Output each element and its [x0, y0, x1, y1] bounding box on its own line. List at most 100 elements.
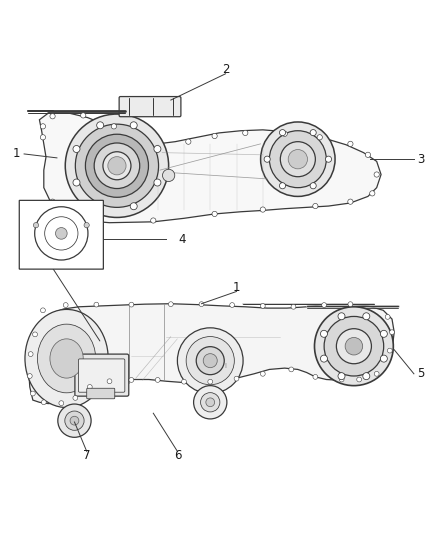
Ellipse shape	[230, 303, 235, 308]
Ellipse shape	[194, 386, 227, 419]
Ellipse shape	[234, 376, 239, 381]
Text: I: I	[225, 363, 226, 369]
Ellipse shape	[168, 302, 173, 306]
Ellipse shape	[324, 317, 384, 376]
Ellipse shape	[345, 337, 363, 355]
Ellipse shape	[70, 416, 79, 425]
Ellipse shape	[155, 377, 160, 382]
Ellipse shape	[212, 211, 217, 216]
Text: 7: 7	[83, 449, 91, 462]
Ellipse shape	[37, 324, 95, 393]
Text: 6: 6	[173, 449, 181, 462]
Ellipse shape	[154, 146, 161, 152]
Ellipse shape	[73, 179, 80, 186]
Ellipse shape	[291, 304, 296, 309]
Ellipse shape	[65, 114, 169, 217]
Ellipse shape	[338, 373, 345, 379]
Ellipse shape	[338, 313, 345, 320]
FancyBboxPatch shape	[78, 359, 125, 392]
Ellipse shape	[130, 203, 137, 209]
Ellipse shape	[73, 395, 78, 400]
Ellipse shape	[348, 302, 353, 306]
Ellipse shape	[313, 375, 318, 379]
Text: 5: 5	[417, 367, 424, 381]
Ellipse shape	[365, 152, 371, 157]
Ellipse shape	[374, 172, 379, 177]
Ellipse shape	[380, 355, 387, 362]
Ellipse shape	[336, 329, 371, 364]
Ellipse shape	[289, 367, 294, 372]
Text: 1: 1	[13, 148, 21, 160]
Ellipse shape	[75, 124, 159, 207]
Ellipse shape	[103, 152, 131, 180]
Ellipse shape	[97, 203, 104, 209]
FancyBboxPatch shape	[87, 388, 115, 399]
Ellipse shape	[87, 384, 92, 390]
Ellipse shape	[261, 122, 335, 197]
Ellipse shape	[28, 352, 33, 357]
Text: 2: 2	[222, 63, 230, 76]
Ellipse shape	[162, 169, 175, 182]
Ellipse shape	[40, 135, 46, 140]
Ellipse shape	[348, 199, 353, 204]
Ellipse shape	[201, 393, 220, 412]
Ellipse shape	[269, 131, 326, 188]
Text: 1: 1	[233, 280, 240, 294]
Ellipse shape	[94, 302, 99, 307]
Ellipse shape	[151, 218, 156, 223]
Ellipse shape	[279, 130, 286, 136]
Ellipse shape	[107, 379, 112, 384]
Polygon shape	[39, 112, 381, 223]
Ellipse shape	[196, 346, 224, 375]
Ellipse shape	[348, 141, 353, 147]
Ellipse shape	[177, 328, 243, 393]
Ellipse shape	[321, 330, 328, 337]
Ellipse shape	[84, 223, 89, 228]
Ellipse shape	[260, 372, 265, 376]
Ellipse shape	[370, 191, 375, 196]
Ellipse shape	[50, 339, 83, 378]
Ellipse shape	[390, 330, 394, 335]
Polygon shape	[28, 304, 394, 403]
Ellipse shape	[94, 143, 140, 189]
Ellipse shape	[363, 373, 370, 379]
Ellipse shape	[81, 113, 86, 118]
Ellipse shape	[94, 218, 99, 223]
Ellipse shape	[63, 303, 68, 308]
Ellipse shape	[385, 314, 390, 319]
Ellipse shape	[108, 157, 126, 175]
Ellipse shape	[50, 114, 55, 119]
FancyBboxPatch shape	[19, 200, 103, 269]
Ellipse shape	[313, 204, 318, 209]
Ellipse shape	[129, 377, 134, 382]
FancyBboxPatch shape	[119, 96, 181, 117]
Ellipse shape	[260, 303, 265, 308]
Text: 3: 3	[417, 152, 424, 166]
FancyBboxPatch shape	[75, 354, 129, 396]
Ellipse shape	[380, 330, 387, 337]
Ellipse shape	[85, 134, 148, 197]
Ellipse shape	[65, 411, 84, 430]
Ellipse shape	[129, 302, 134, 307]
Ellipse shape	[310, 183, 316, 189]
Ellipse shape	[321, 303, 326, 308]
Ellipse shape	[321, 355, 328, 362]
Ellipse shape	[243, 130, 248, 135]
Ellipse shape	[203, 354, 217, 368]
Ellipse shape	[154, 179, 161, 186]
Ellipse shape	[41, 400, 46, 405]
Ellipse shape	[280, 142, 315, 177]
Ellipse shape	[72, 214, 77, 219]
Ellipse shape	[186, 336, 234, 385]
Ellipse shape	[279, 183, 286, 189]
Ellipse shape	[111, 124, 117, 129]
Ellipse shape	[27, 374, 32, 378]
Ellipse shape	[25, 310, 108, 408]
Ellipse shape	[288, 150, 307, 169]
Ellipse shape	[317, 135, 322, 140]
Ellipse shape	[181, 379, 186, 384]
Ellipse shape	[206, 398, 215, 407]
Ellipse shape	[363, 313, 370, 320]
Ellipse shape	[325, 156, 332, 162]
Ellipse shape	[58, 404, 91, 437]
